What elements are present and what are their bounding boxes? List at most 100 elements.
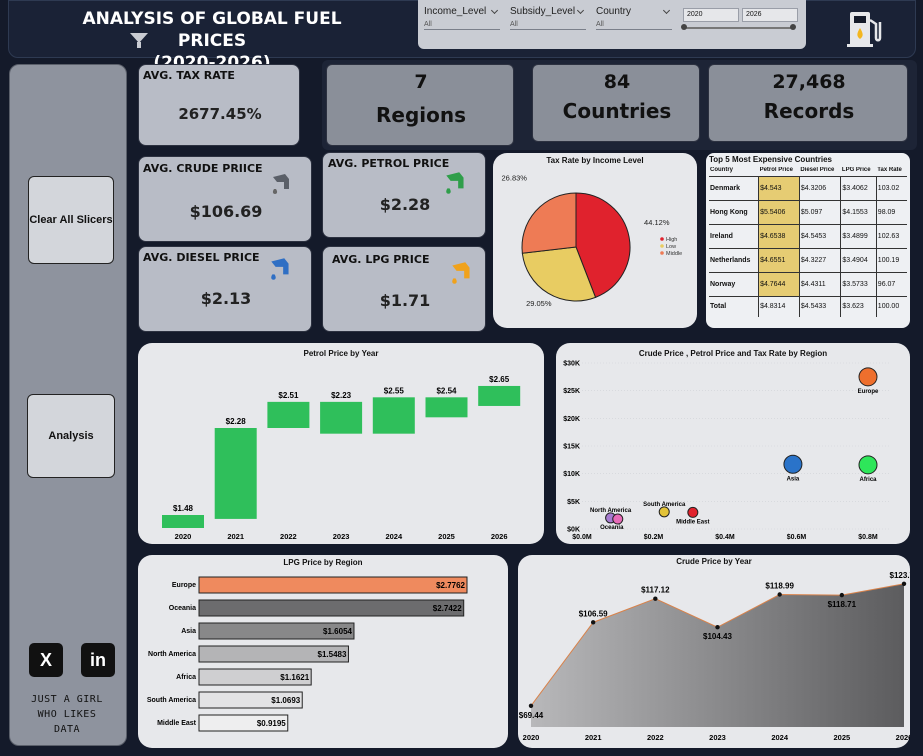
income-level-select[interactable]: All xyxy=(424,21,500,30)
crude-point-2026 xyxy=(901,581,907,587)
table-cell: $4.6538 xyxy=(758,224,800,249)
table-cell: $3.4062 xyxy=(840,176,877,201)
table-row[interactable]: Netherlands $4.6551 $4.3227 $3.4904 100.19 xyxy=(709,248,907,273)
kpi-records-label: Records xyxy=(763,99,855,123)
scatter-y-tick: $15K xyxy=(563,444,580,451)
kpi-petrol-card: AVG. PETROL PRICE $2.28 xyxy=(322,152,486,238)
table-cell: 98.09 xyxy=(875,200,907,225)
year-slider-end-handle[interactable] xyxy=(790,24,796,30)
scatter-chart: $0K $5K $10K $15K $20K $25K $30K $0.0M $0.2M $0.4… xyxy=(563,361,890,541)
scatter-point-asia xyxy=(783,454,803,474)
scatter-y-tick: $20K xyxy=(563,416,580,423)
top5-table: Country Petrol Price Diesel Price LPG Price… xyxy=(709,167,907,317)
table-cell: 102.63 xyxy=(875,224,907,249)
lpg-category-label: Oceania xyxy=(169,605,196,612)
pie-slice-middle xyxy=(521,192,577,254)
pie-legend-swatch xyxy=(660,237,664,241)
filter-icon-stem xyxy=(137,42,141,48)
scatter-point-label: Middle East xyxy=(676,519,709,525)
year-from-input[interactable]: 2020 xyxy=(683,8,739,22)
linkedin-icon[interactable]: in xyxy=(81,643,115,677)
pie-data-label: 29.05% xyxy=(526,299,552,308)
table-cell: $4.6551 xyxy=(758,248,800,273)
scatter-x-tick: $0.2M xyxy=(644,534,664,541)
income-level-label: Income_Level xyxy=(424,6,487,17)
crude-point-2024 xyxy=(777,592,782,597)
lpg-data-label: $1.5483 xyxy=(318,650,347,659)
scatter-point-africa xyxy=(858,455,878,475)
lpg-data-label: $1.1621 xyxy=(280,673,309,682)
subsidy-level-select[interactable]: All xyxy=(510,21,586,30)
lpg-category-label: Africa xyxy=(176,674,196,681)
table-cell: 100.19 xyxy=(875,248,907,273)
income-level-slicer[interactable]: Income_Level All xyxy=(424,6,500,30)
petrol-data-label: $2.55 xyxy=(384,386,405,395)
lpg-data-label: $0.9195 xyxy=(257,719,286,728)
scatter-chart-panel: Crude Price , Petrol Price and Tax Rate … xyxy=(556,343,910,544)
petrol-bar-2020 xyxy=(162,515,204,528)
lpg-bar-north-america xyxy=(198,645,349,663)
subsidy-level-label: Subsidy_Level xyxy=(510,6,576,17)
crude-data-label: $123.75 xyxy=(890,571,910,580)
scatter-point-south-america xyxy=(658,506,670,518)
scatter-x-tick: $0.0M xyxy=(572,534,592,541)
clear-all-slicers-button[interactable]: Clear All Slicers xyxy=(28,176,114,264)
crude-data-label: $118.71 xyxy=(828,600,857,609)
scatter-chart-title: Crude Price , Petrol Price and Tax Rate … xyxy=(638,349,828,358)
petrol-chart-panel: Petrol Price by Year $1.48 2020 $2.28 2021 $… xyxy=(138,343,544,544)
crude-data-label: $117.12 xyxy=(641,586,670,595)
pie-legend-swatch xyxy=(660,251,664,255)
table-header-cell: Country xyxy=(709,167,759,177)
crude-area xyxy=(531,583,904,727)
kpi-regions-label: Regions xyxy=(375,103,467,127)
crude-data-label: $106.59 xyxy=(579,609,608,618)
country-select[interactable]: All xyxy=(596,21,672,30)
table-row[interactable]: Hong Kong $5.5406 $5.097 $4.1553 98.09 xyxy=(709,200,907,225)
lpg-category-label: South America xyxy=(147,697,196,704)
pie-data-label: 44.12% xyxy=(644,218,670,227)
scatter-x-tick: $0.8M xyxy=(858,534,878,541)
petrol-bar-chart: $1.48 2020 $2.28 2021 $2.51 2022 $2.23 2023 $2.5… xyxy=(162,375,521,541)
crude-area-chart: $69.44 2020 $106.59 2021 $117.12 2022 $104.43 2… xyxy=(519,571,910,742)
pump-nozzle-icon xyxy=(446,172,464,194)
lpg-chart-panel: LPG Price by Region Europe $2.7762 Oceania… xyxy=(138,555,508,748)
table-cell: $3.623 xyxy=(840,296,877,317)
kpi-records-card: 27,468 Records xyxy=(708,64,908,142)
table-header-cell: Tax Rate xyxy=(876,167,907,177)
year-to-input[interactable]: 2026 xyxy=(742,8,798,22)
analysis-button[interactable]: Analysis xyxy=(27,394,115,478)
year-slider-track[interactable] xyxy=(683,27,793,29)
table-row[interactable]: Ireland $4.6538 $4.5453 $3.4899 102.63 xyxy=(709,224,907,249)
crude-x-tick: 2024 xyxy=(771,733,789,742)
petrol-data-label: $2.28 xyxy=(226,417,247,426)
lpg-data-label: $2.7422 xyxy=(433,604,462,613)
kpi-petrol-label: AVG. PETROL PRICE xyxy=(328,157,450,170)
lpg-category-label: Europe xyxy=(172,582,196,589)
kpi-lpg-label: AVG. LPG PRICE xyxy=(332,253,430,266)
scatter-point-label: Africa xyxy=(859,477,877,483)
petrol-bar-2022 xyxy=(267,401,310,428)
subsidy-level-slicer[interactable]: Subsidy_Level All xyxy=(510,6,586,30)
year-slider-start-handle[interactable] xyxy=(681,24,687,30)
table-cell: $3.5733 xyxy=(840,272,877,297)
petrol-x-tick: 2024 xyxy=(385,532,403,541)
petrol-chart-title: Petrol Price by Year xyxy=(303,349,379,358)
crude-data-label: $118.99 xyxy=(765,581,794,590)
petrol-bar-2026 xyxy=(478,385,521,406)
table-cell: $4.1553 xyxy=(840,200,877,225)
table-row[interactable]: Norway $4.7644 $4.4311 $3.5733 96.07 xyxy=(709,272,907,297)
kpi-countries-card: 84 Countries xyxy=(532,64,700,142)
x-twitter-icon[interactable]: X xyxy=(29,643,63,677)
table-total-row: Total $4.8314 $4.5433 $3.623 100.00 xyxy=(709,296,907,317)
crude-x-tick: 2023 xyxy=(709,733,726,742)
kpi-lpg-value: $1.71 xyxy=(379,291,431,310)
table-row[interactable]: Denmark $4.543 $4.3206 $3.4062 103.02 xyxy=(709,176,907,201)
petrol-x-tick: 2020 xyxy=(175,532,192,541)
lpg-chart-title: LPG Price by Region xyxy=(283,558,363,567)
country-slicer[interactable]: Country All xyxy=(596,6,672,30)
table-cell: $3.4899 xyxy=(840,224,877,249)
petrol-x-tick: 2026 xyxy=(491,532,508,541)
kpi-regions-value: 7 xyxy=(414,71,428,93)
table-cell: $3.4904 xyxy=(840,248,877,273)
